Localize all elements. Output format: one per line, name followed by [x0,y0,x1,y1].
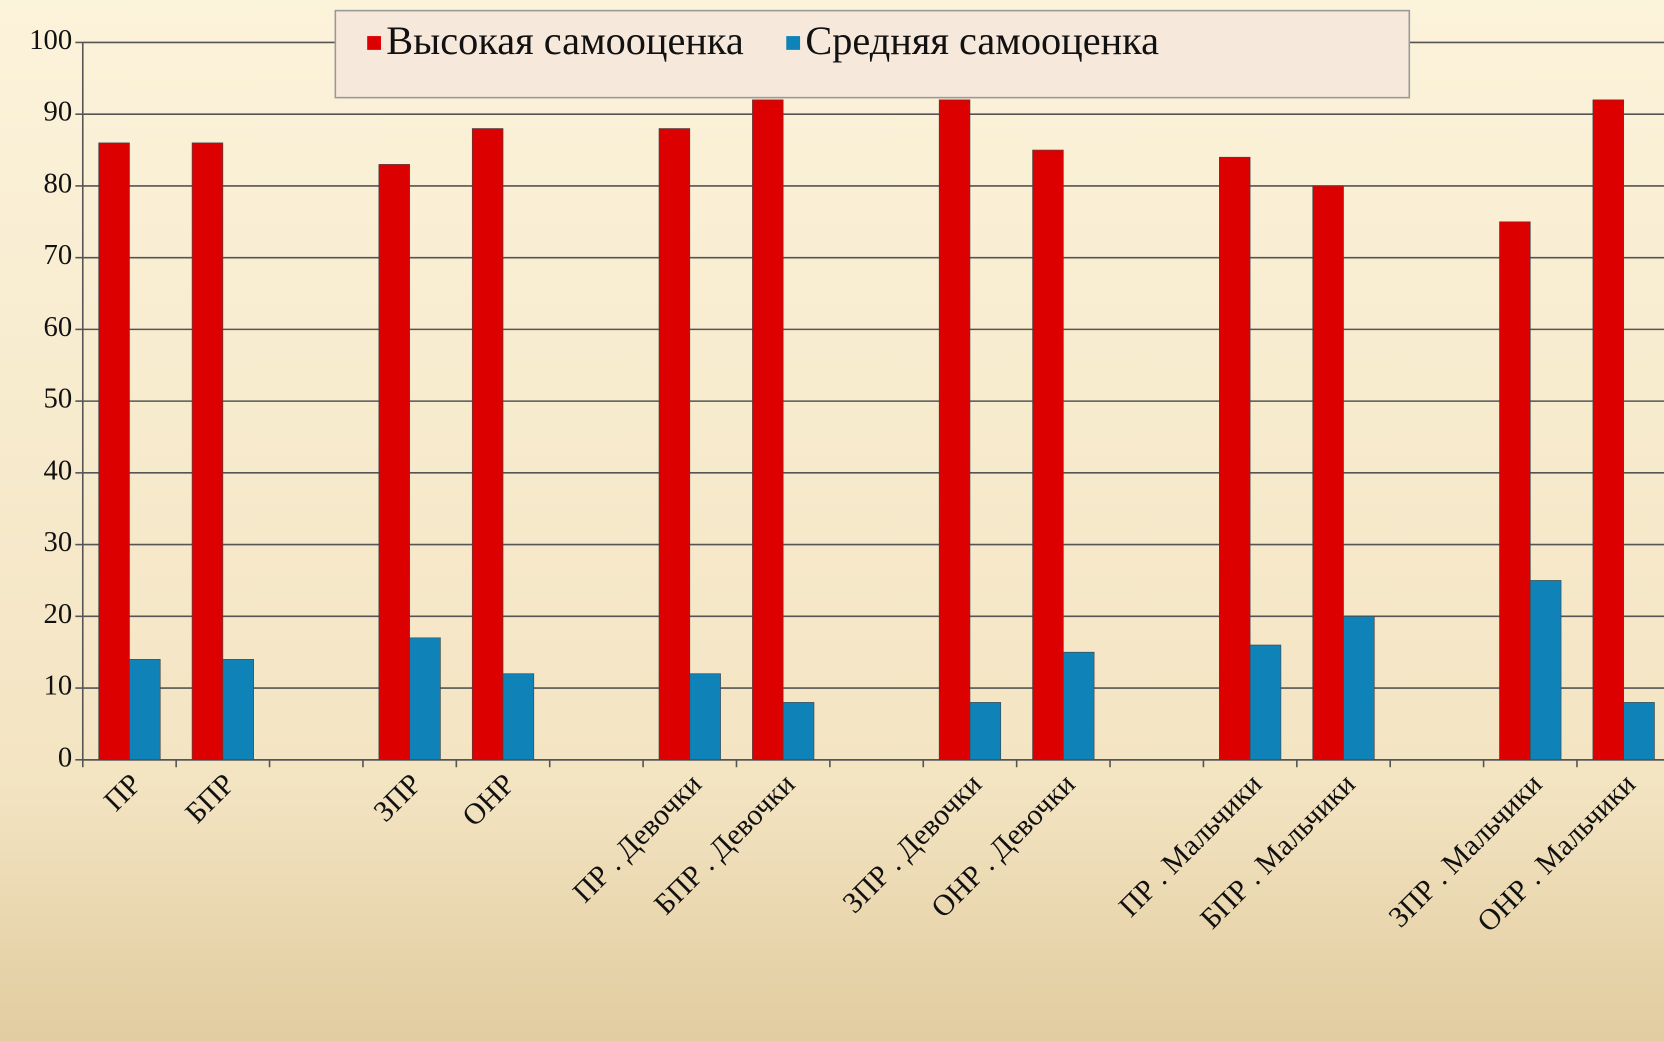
bar [969,702,1002,761]
y-tick-label: 90 [44,96,73,128]
bar [1343,616,1375,761]
y-tick-label: 80 [44,167,73,199]
bar [1063,651,1095,761]
y-tick-label: 100 [29,24,72,56]
y-tick-label: 70 [44,239,73,271]
bar [938,99,971,761]
bar [222,659,254,761]
bar [1249,644,1282,761]
legend-label: Средняя самооценка [805,18,1159,63]
bar [378,164,410,761]
bar [1499,221,1531,761]
bar [1219,156,1251,761]
bar [191,142,224,761]
y-tick-label: 60 [44,311,73,343]
bar [1312,185,1344,761]
bar [782,702,815,761]
bar [1592,99,1624,761]
bar [658,128,691,761]
bar [689,673,721,761]
bar [471,128,504,761]
legend-label: Высокая самооценка [386,18,744,63]
y-tick-label: 0 [58,741,72,773]
legend-swatch [367,36,381,50]
legend-box [334,9,1411,99]
bar [129,659,161,761]
bar [1032,149,1064,761]
legend: Высокая самооценка Средняя самооценка [334,9,1411,99]
bar [409,637,441,761]
bar [98,142,130,761]
y-tick-label: 40 [44,454,73,486]
bar [752,99,784,761]
bar [502,673,535,761]
y-tick-label: 50 [44,383,73,415]
y-tick-label: 20 [44,598,73,630]
y-tick-label: 30 [44,526,73,558]
y-tick-label: 10 [44,670,73,702]
bar [1623,702,1655,761]
legend-swatch [786,36,801,50]
bar [1529,580,1562,761]
